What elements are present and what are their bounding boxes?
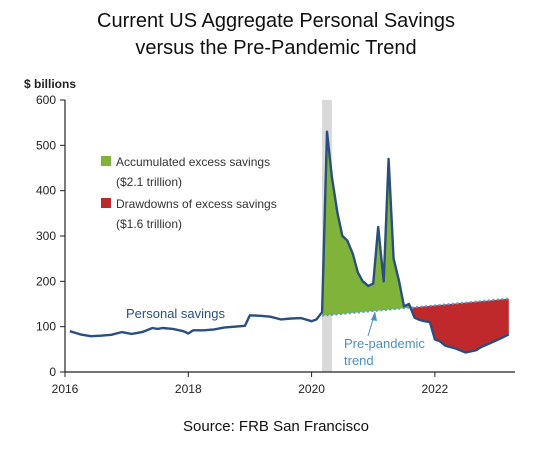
- legend-swatch-drawdown: [101, 198, 111, 208]
- legend-swatch-excess: [101, 156, 111, 166]
- legend-sublabel-drawdown: ($1.6 trillion): [116, 217, 182, 231]
- chart-title-line1: Current US Aggregate Personal Savings: [97, 10, 455, 32]
- y-tick-label: 600: [36, 93, 56, 107]
- legend-label-drawdown: Drawdowns of excess savings: [116, 197, 277, 211]
- trend-annotation-line1: Pre-pandemic: [344, 336, 425, 351]
- source-note: Source: FRB San Francisco: [183, 418, 369, 435]
- legend-label-excess: Accumulated excess savings: [116, 155, 270, 169]
- legend: Accumulated excess savings ($2.1 trillio…: [101, 155, 277, 231]
- trend-annotation-arrowhead: [371, 311, 377, 321]
- personal-savings-annotation: Personal savings: [126, 306, 225, 321]
- chart-title-line2: versus the Pre-Pandemic Trend: [135, 37, 417, 59]
- y-tick-label: 500: [36, 138, 56, 152]
- y-tick-label: 0: [49, 365, 56, 379]
- y-tick-label: 400: [36, 184, 56, 198]
- trend-annotation-line2: trend: [344, 353, 374, 368]
- chart-title: Current US Aggregate Personal Savings ve…: [0, 8, 552, 62]
- y-tick-label: 100: [36, 320, 56, 334]
- y-tick-label: 200: [36, 274, 56, 288]
- y-tick-label: 300: [36, 229, 56, 243]
- x-tick-label: 2020: [298, 382, 325, 396]
- personal-savings-line: [69, 130, 510, 354]
- x-tick-label: 2022: [422, 382, 449, 396]
- legend-sublabel-excess: ($2.1 trillion): [116, 175, 182, 189]
- excess-savings-area: [322, 131, 411, 316]
- y-axis-label: $ billions: [24, 77, 76, 91]
- x-tick-label: 2018: [175, 382, 202, 396]
- x-tick-label: 2016: [52, 382, 79, 396]
